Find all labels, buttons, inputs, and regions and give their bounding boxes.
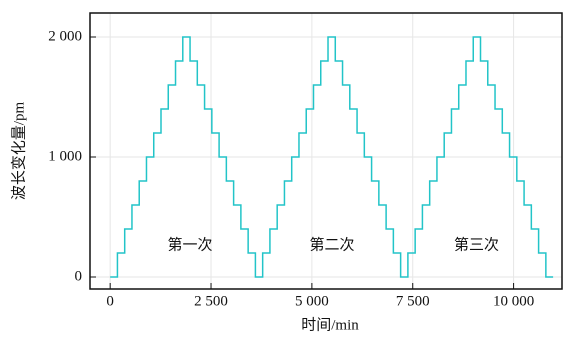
x-tick-label: 0: [106, 293, 114, 309]
y-tick-label: 1 000: [48, 148, 82, 164]
x-tick-label: 5 000: [295, 293, 329, 309]
data-line: [110, 36, 554, 278]
x-tick-label: 10 000: [493, 293, 534, 309]
y-tick-label: 0: [75, 268, 83, 284]
y-tick-label: 2 000: [48, 28, 82, 44]
x-axis-label: 时间/min: [301, 316, 359, 333]
annotation: 第二次: [310, 235, 355, 253]
y-axis-label: 波长变化量/pm: [10, 102, 27, 201]
x-tick-label: 2 500: [194, 293, 228, 309]
x-tick-label: 7 500: [396, 293, 430, 309]
annotation: 第一次: [168, 235, 213, 253]
annotation: 第三次: [454, 235, 499, 253]
plot-frame: [89, 12, 563, 290]
